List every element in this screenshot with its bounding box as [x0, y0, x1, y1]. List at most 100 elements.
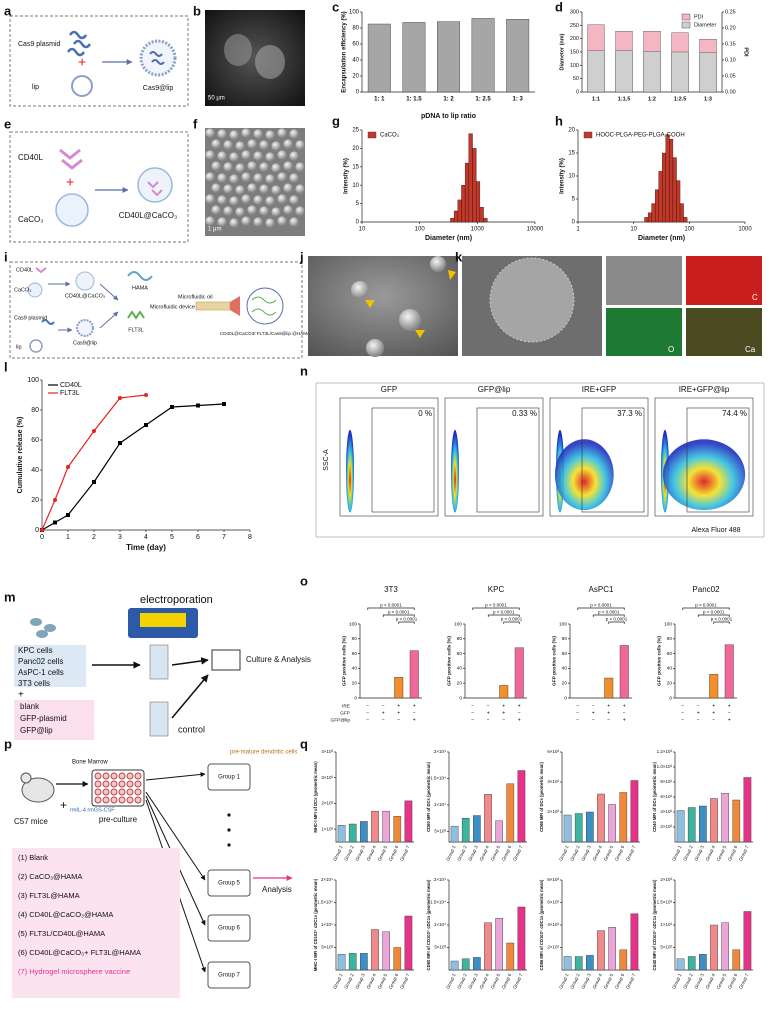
- bar: [337, 825, 346, 843]
- bead: [253, 195, 263, 205]
- condition-sign: +: [502, 710, 505, 716]
- x-tick-label: 1: 3: [513, 97, 524, 103]
- condition-label: GFP: [340, 710, 350, 716]
- condition-sign: +: [728, 717, 731, 723]
- y-tick-label: 2×10³: [547, 945, 559, 950]
- microsphere: [430, 256, 446, 272]
- y-tick-label: 4×10³: [547, 922, 559, 927]
- histogram-bar: [651, 203, 656, 223]
- label: CD40L: [18, 153, 43, 162]
- population: [662, 439, 746, 511]
- x-tick-label: Group 7: [512, 844, 524, 861]
- group-item: (7) Hydrogel microsphere vaccine: [18, 967, 130, 976]
- condition-sign: −: [413, 710, 416, 716]
- condition-sign: +: [712, 710, 715, 716]
- y-tick-label: 2×10³: [660, 877, 672, 882]
- title: electroporation: [140, 594, 213, 606]
- lip-icon: [29, 339, 43, 353]
- bead: [247, 205, 257, 215]
- bar: [360, 821, 368, 843]
- panel-label: l: [4, 359, 8, 374]
- plot-title: IRE+GFP@lip: [679, 385, 730, 394]
- bar: [671, 51, 689, 93]
- axis-line: [361, 130, 535, 223]
- microsphere: [351, 281, 369, 299]
- axis-label: Alexa Fluor 488: [691, 527, 740, 534]
- y-tick-label: 80: [31, 407, 39, 414]
- x-tick-label: 1:2.5: [674, 96, 687, 102]
- histogram-bar: [647, 212, 652, 223]
- x-tick-label: 2: [92, 534, 96, 541]
- label: Microfluidic device: [150, 304, 195, 310]
- y-tick-label: 0: [576, 89, 579, 95]
- bead: [235, 207, 245, 217]
- bar: [394, 677, 404, 699]
- bead: [259, 162, 269, 172]
- arrow: [99, 311, 119, 329]
- marker: [92, 480, 96, 484]
- well: [110, 796, 118, 804]
- flt3l-icon: [127, 310, 145, 320]
- bead: [289, 129, 299, 139]
- plasmid-icon: [41, 319, 55, 325]
- protein-icon: [147, 181, 163, 197]
- cell-line: Panc02 cells: [18, 657, 63, 666]
- annotation: p < 0.0001: [590, 603, 612, 608]
- bead: [217, 173, 227, 183]
- bead: [295, 140, 305, 150]
- x-tick-label: 0: [40, 534, 44, 541]
- x-tick-label: Group 5: [490, 972, 502, 989]
- plot-frame: [339, 397, 439, 517]
- annotation: p < 0.0001: [695, 603, 717, 608]
- bar: [495, 820, 503, 843]
- y-tick-label: 2×10³: [547, 809, 559, 814]
- x-tick-label: Group 1: [445, 972, 457, 989]
- marker: [222, 402, 226, 406]
- microsphere: [399, 309, 421, 331]
- y-tick-label: 1.5×10⁴: [430, 776, 446, 781]
- product-icon: [139, 39, 177, 77]
- bead: [235, 163, 245, 173]
- x-tick-label: 1000: [738, 227, 752, 233]
- histogram-bar: [662, 152, 667, 223]
- histogram-bar: [468, 133, 473, 223]
- bar: [574, 813, 583, 843]
- bar: [382, 810, 390, 843]
- bead: [229, 152, 239, 162]
- condition-sign: −: [697, 703, 700, 709]
- x-tick-label: Group 4: [366, 844, 378, 861]
- well: [110, 772, 118, 780]
- annotation: p < 0.0001: [703, 610, 725, 615]
- legend-swatch: [583, 131, 593, 139]
- bar: [367, 23, 391, 93]
- frame: [9, 261, 303, 359]
- panel-label: m: [4, 589, 16, 604]
- bead: [205, 216, 215, 226]
- product-icon: [76, 319, 94, 337]
- well: [118, 772, 126, 780]
- y-tick-label: 2×10⁴: [321, 877, 333, 882]
- y-tick-label: 5: [572, 197, 576, 203]
- x-tick-label: Group 3: [580, 972, 592, 989]
- histogram-bar: [672, 157, 677, 223]
- bead: [205, 128, 215, 138]
- annotation: p < 0.0001: [396, 617, 418, 622]
- well: [126, 788, 134, 796]
- x-tick-label: Group 6: [388, 972, 400, 989]
- hama-icon: [127, 271, 153, 281]
- legend-label: HOOC-PLGA-PEG-PLGA-COOH: [596, 133, 685, 139]
- x-tick-label: 8: [248, 534, 252, 541]
- y2-tick-label: 0.00: [725, 89, 736, 95]
- chart: 0 20 40 60 80 100 3T3 GFP positive cells (%) p <…: [330, 585, 422, 723]
- bracket: [608, 621, 625, 624]
- x-tick-label: Group 4: [705, 972, 717, 989]
- bead: [265, 174, 275, 184]
- population: [554, 439, 614, 511]
- condition-sign: −: [712, 717, 715, 723]
- group-item: (2) CaCO₃@HAMA: [18, 872, 82, 881]
- bar: [404, 800, 413, 843]
- x-tick-label: Group 6: [501, 972, 513, 989]
- condition-sign: −: [592, 703, 595, 709]
- y-tick-label: 40: [667, 666, 673, 672]
- y-tick-label: 20: [352, 680, 358, 686]
